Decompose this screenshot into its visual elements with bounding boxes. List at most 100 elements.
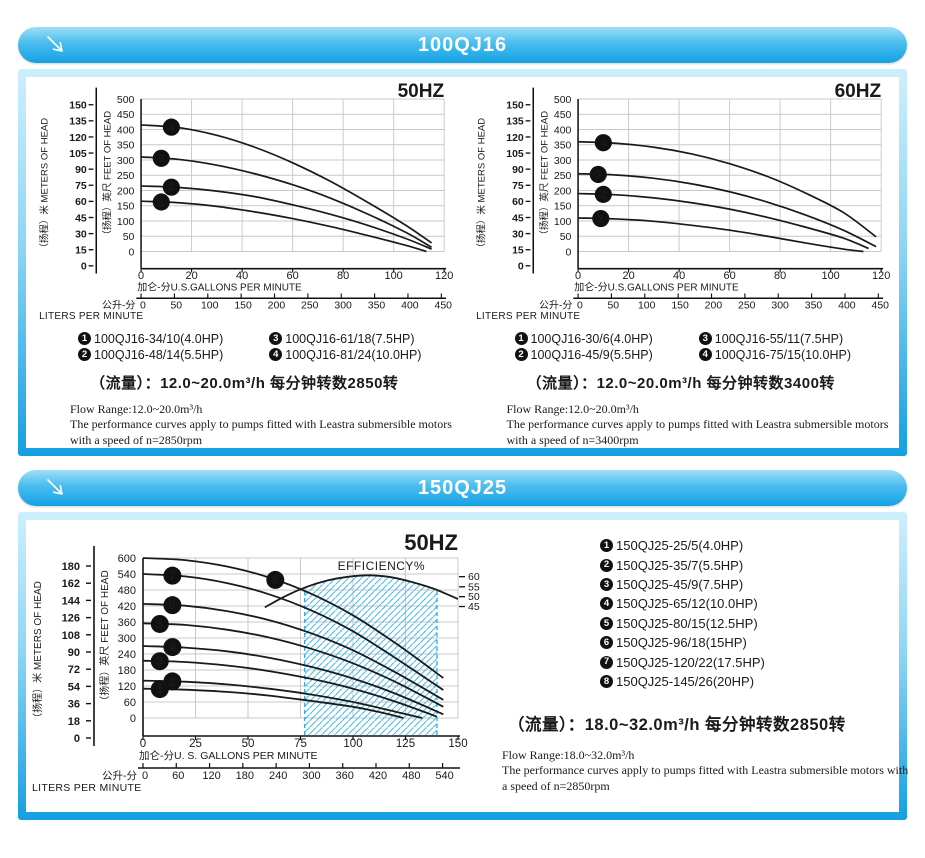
pump-curve-3: [577, 172, 877, 248]
svg-text:300: 300: [334, 301, 352, 312]
svg-text:50: 50: [559, 232, 571, 243]
svg-text:480: 480: [402, 770, 420, 782]
svg-text:100: 100: [343, 738, 362, 750]
svg-text:120: 120: [435, 270, 453, 282]
svg-text:1: 1: [156, 682, 163, 696]
efficiency-tick: 45: [468, 601, 480, 613]
svg-text:250: 250: [301, 301, 319, 312]
legend-item: 2 150QJ25-35/7(5.5HP): [600, 555, 914, 574]
chart-axes: [93, 546, 460, 769]
svg-text:50: 50: [123, 232, 135, 243]
notes-text: Flow Range:12.0~20.0m³/h The performance …: [507, 402, 903, 448]
flow-range-note: Flow Range:18.0~32.0m³/h: [502, 748, 635, 763]
svg-text:8: 8: [272, 573, 279, 587]
curve-number-badge: 4: [698, 348, 712, 362]
svg-text:300: 300: [117, 156, 135, 167]
pump-curves: [577, 140, 877, 253]
feet-axis-title: （扬程）英尺 FEET OF HEAD: [538, 111, 550, 240]
curve-number-badge: 2: [78, 348, 91, 362]
svg-text:4: 4: [168, 122, 175, 134]
gpm-axis-title: 加仑-分U.S.GALLONS PER MINUTE: [137, 281, 302, 294]
chart-grid: [577, 98, 882, 253]
svg-text:162: 162: [62, 578, 80, 590]
flow-rate-line: （流量）：18.0~32.0m³/h 每分钟转数2850转: [508, 716, 846, 735]
liters-axis-prefix: 公升-分: [102, 300, 135, 312]
svg-text:350: 350: [804, 301, 822, 312]
pump-model-label: 100QJ16-34/10(4.0HP): [94, 331, 224, 346]
svg-text:0: 0: [140, 301, 146, 312]
svg-text:100: 100: [201, 301, 219, 312]
svg-text:540: 540: [118, 569, 136, 581]
pump-curve-8: [142, 557, 444, 679]
svg-text:126: 126: [62, 613, 80, 625]
performance-note: The performance curves apply to pumps fi…: [506, 417, 889, 447]
svg-text:50: 50: [242, 738, 255, 750]
pump-curve-3: [141, 156, 433, 248]
svg-text:250: 250: [117, 171, 135, 182]
svg-text:60: 60: [124, 697, 136, 709]
svg-text:400: 400: [117, 125, 135, 136]
performance-note: The performance curves apply to pumps fi…: [502, 763, 909, 793]
svg-text:200: 200: [704, 301, 722, 312]
svg-text:100: 100: [117, 217, 135, 228]
section-header-bar: 100QJ16: [18, 27, 907, 63]
svg-text:300: 300: [553, 156, 571, 167]
svg-text:45: 45: [512, 213, 524, 224]
pump-curve-6: [142, 602, 444, 701]
panel-content: 0 20 40 60 80 100 120 加仑-分U.S.GALLONS PER MINUT…: [26, 77, 899, 448]
svg-text:125: 125: [396, 738, 415, 750]
pump-curve-4: [142, 645, 444, 716]
pump-model-label: 150QJ25-145/26(20HP): [616, 673, 755, 689]
chart-column-50hz: 0 25 50 75 100 125 150 加仑-分U. S. GALLONS PER MI…: [30, 526, 535, 805]
svg-text:120: 120: [118, 681, 136, 693]
svg-text:450: 450: [435, 301, 453, 312]
svg-text:400: 400: [838, 301, 856, 312]
svg-text:50: 50: [170, 301, 182, 312]
chart-grid: [141, 98, 445, 253]
pump-model-legend: 1 100QJ16-34/10(4.0HP) 2 100QJ16-48/14(5.5H…: [78, 331, 421, 363]
svg-text:2: 2: [168, 182, 174, 194]
svg-text:0: 0: [138, 270, 144, 282]
curve-marker-5: [150, 614, 169, 633]
curve-number-badge: 1: [514, 332, 528, 346]
svg-text:135: 135: [506, 117, 524, 128]
liters-axis-title: LITERS PER MINUTE: [39, 311, 143, 322]
pump-curves: [140, 124, 433, 253]
curve-number-badge: 4: [269, 348, 283, 362]
svg-text:150: 150: [553, 202, 571, 213]
panel-content: 0 25 50 75 100 125 150 加仑-分U. S. GALLONS PER MI…: [26, 520, 908, 812]
svg-text:0: 0: [577, 301, 583, 312]
svg-text:3: 3: [156, 654, 163, 668]
section-title: 100QJ16: [417, 33, 508, 56]
curve-number-badge: 1: [600, 539, 613, 553]
svg-text:360: 360: [118, 617, 136, 629]
legend-item: 4 100QJ16-81/24(10.0HP): [269, 347, 421, 363]
svg-text:120: 120: [872, 270, 890, 282]
svg-text:105: 105: [506, 149, 524, 160]
curve-number-badge: 2: [600, 558, 613, 572]
curve-marker-2: [162, 178, 180, 196]
svg-text:100: 100: [385, 270, 403, 282]
svg-text:200: 200: [553, 186, 571, 197]
svg-text:2: 2: [600, 189, 606, 201]
pump-curve-1: [577, 217, 864, 253]
liters-axis-prefix: 公升-分: [102, 770, 137, 782]
svg-text:450: 450: [553, 110, 571, 121]
curve-number-badge: 3: [698, 332, 712, 346]
svg-text:18: 18: [68, 716, 80, 728]
pump-model-label: 150QJ25-65/12(10.0HP): [616, 596, 758, 612]
performance-panel: 0 25 50 75 100 125 150 加仑-分U. S. GALLONS PER MI…: [18, 512, 908, 820]
pump-model-label: 100QJ16-61/18(7.5HP): [285, 331, 415, 346]
pump-model-label: 100QJ16-48/14(5.5HP): [94, 347, 224, 362]
svg-text:480: 480: [118, 585, 136, 597]
svg-text:30: 30: [75, 229, 87, 240]
svg-text:36: 36: [68, 699, 80, 711]
curve-marker-1: [152, 193, 170, 211]
pump-curve-2: [142, 679, 423, 719]
legend-item: 7 150QJ25-120/22(17.5HP): [600, 652, 914, 671]
svg-text:0: 0: [81, 262, 87, 273]
svg-text:45: 45: [75, 213, 87, 224]
curve-number-badge: 3: [269, 332, 283, 346]
curve-marker-4: [162, 118, 180, 136]
